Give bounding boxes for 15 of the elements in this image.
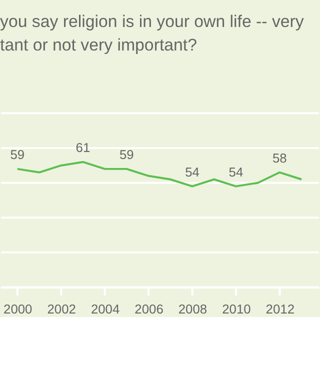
text: you say religion is in your own life -- very [0,12,304,31]
x-tick-label: 2002 [47,302,76,317]
text: tant or not very important? [0,36,197,55]
data-label: 61 [76,140,90,156]
x-tick-label: 2012 [266,302,295,317]
data-label: 54 [228,164,244,180]
x-tick-label: 2010 [222,302,251,317]
data-label: 58 [272,150,287,166]
data-label: 59 [119,146,134,162]
x-tick-label: 2006 [134,302,164,317]
x-tick-label: 2000 [4,302,32,317]
data-label: 59 [10,146,25,162]
x-tick-label: 2008 [178,302,208,317]
data-label: 54 [185,164,200,180]
x-tick-label: 2004 [90,302,120,317]
